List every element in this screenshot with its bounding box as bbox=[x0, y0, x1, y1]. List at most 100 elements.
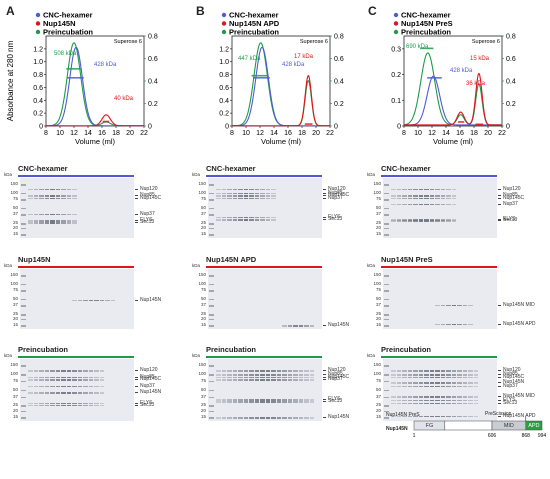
protein-band bbox=[50, 404, 55, 407]
protein-band bbox=[418, 415, 423, 418]
protein-band bbox=[77, 392, 82, 394]
gel-title: Preincubation bbox=[18, 345, 69, 354]
protein-band bbox=[39, 222, 44, 224]
ladder-band bbox=[209, 325, 214, 327]
protein-band bbox=[39, 402, 44, 405]
legend-marker bbox=[221, 12, 227, 18]
protein-band bbox=[72, 299, 77, 302]
ladder-band bbox=[21, 234, 26, 236]
protein-band bbox=[282, 325, 287, 327]
protein-band bbox=[396, 220, 401, 223]
protein-band bbox=[72, 392, 77, 394]
y-tick-label: 0 bbox=[39, 124, 43, 131]
ladder-band bbox=[21, 192, 26, 195]
band-label: ELYS bbox=[328, 213, 341, 220]
x-tick-label: 18 bbox=[112, 130, 120, 137]
protein-band bbox=[298, 376, 303, 379]
protein-band bbox=[413, 195, 418, 197]
protein-band bbox=[418, 370, 423, 372]
kda-marker: 75 bbox=[12, 377, 18, 383]
protein-band bbox=[260, 374, 265, 376]
protein-band bbox=[402, 370, 407, 372]
column-label: Superose 6 bbox=[472, 39, 500, 45]
protein-band bbox=[473, 415, 478, 418]
legend-label: Nup145N APD bbox=[229, 19, 280, 28]
y2-tick-label: 0.4 bbox=[334, 79, 344, 86]
residue-position: 606 bbox=[488, 433, 497, 439]
protein-band bbox=[72, 379, 77, 381]
band-label: Nup145C bbox=[503, 194, 525, 201]
protein-band bbox=[72, 376, 77, 379]
kda-unit: kDa bbox=[192, 172, 201, 177]
kda-marker: 37 bbox=[200, 211, 206, 217]
protein-band bbox=[232, 376, 237, 379]
residue-position: 1 bbox=[413, 433, 416, 439]
protein-band bbox=[83, 299, 88, 302]
protein-band bbox=[254, 417, 259, 419]
band-pointer bbox=[323, 325, 326, 326]
y-tick-label: 0.1 bbox=[391, 98, 401, 105]
protein-band bbox=[413, 188, 418, 191]
protein-band bbox=[298, 374, 303, 376]
protein-band bbox=[446, 382, 451, 384]
protein-band bbox=[271, 374, 276, 376]
protein-band bbox=[391, 370, 396, 372]
protein-band bbox=[293, 374, 298, 376]
protein-band bbox=[216, 218, 221, 221]
peak-label: 428 kDa bbox=[94, 62, 117, 68]
protein-band bbox=[83, 379, 88, 381]
protein-band bbox=[446, 399, 451, 402]
kda-marker: 50 bbox=[200, 386, 206, 392]
band-label: Nup145C bbox=[328, 192, 350, 199]
protein-band bbox=[440, 396, 445, 398]
ladder-band bbox=[21, 325, 26, 327]
protein-band bbox=[402, 218, 407, 221]
protein-band bbox=[254, 188, 259, 191]
protein-band bbox=[396, 218, 401, 221]
protein-band bbox=[396, 399, 401, 402]
protein-band bbox=[418, 188, 423, 191]
legend-label: CNC-hexamer bbox=[43, 11, 93, 20]
legend-marker bbox=[35, 12, 41, 18]
band-pointer bbox=[498, 402, 501, 404]
legend-marker bbox=[393, 12, 399, 18]
kda-marker: 150 bbox=[373, 362, 381, 367]
band-label: Nup145C bbox=[140, 376, 162, 383]
kda-marker: 100 bbox=[198, 280, 206, 286]
protein-band bbox=[282, 417, 287, 419]
kda-marker: 25 bbox=[375, 310, 381, 316]
protein-band bbox=[391, 415, 396, 418]
protein-band bbox=[418, 402, 423, 405]
protein-band bbox=[462, 396, 467, 398]
protein-band bbox=[77, 299, 82, 302]
protein-band bbox=[39, 379, 44, 381]
protein-band bbox=[61, 402, 66, 405]
sec-mals-chart-a: Absorbance at 280 nm 0 0.2 0.4 0.6 0.8 1.0 1.2 0… bbox=[6, 11, 158, 146]
ladder-band bbox=[209, 214, 214, 216]
protein-band bbox=[110, 299, 115, 302]
ladder-band bbox=[209, 207, 214, 210]
protein-band bbox=[446, 374, 451, 376]
protein-band bbox=[293, 379, 298, 381]
protein-band bbox=[72, 213, 77, 216]
band-pointer bbox=[135, 392, 138, 394]
protein-band bbox=[309, 379, 314, 381]
protein-band bbox=[33, 404, 38, 407]
protein-band bbox=[402, 396, 407, 398]
protein-band bbox=[391, 218, 396, 221]
protein-band bbox=[309, 376, 314, 379]
ladder-band bbox=[384, 374, 389, 376]
protein-band bbox=[271, 379, 276, 381]
band-label: ELYS bbox=[503, 396, 516, 403]
protein-band bbox=[287, 370, 292, 372]
protein-band bbox=[265, 374, 270, 376]
x-tick-label: 18 bbox=[298, 130, 306, 137]
protein-band bbox=[238, 218, 243, 221]
protein-band bbox=[435, 195, 440, 197]
y-axis-title: Absorbance at 280 nm bbox=[6, 40, 15, 121]
protein-band bbox=[282, 401, 287, 403]
kda-marker: 15 bbox=[200, 231, 206, 236]
gel-title: Nup145N bbox=[18, 255, 51, 264]
protein-band bbox=[473, 382, 478, 384]
protein-band bbox=[396, 385, 401, 388]
